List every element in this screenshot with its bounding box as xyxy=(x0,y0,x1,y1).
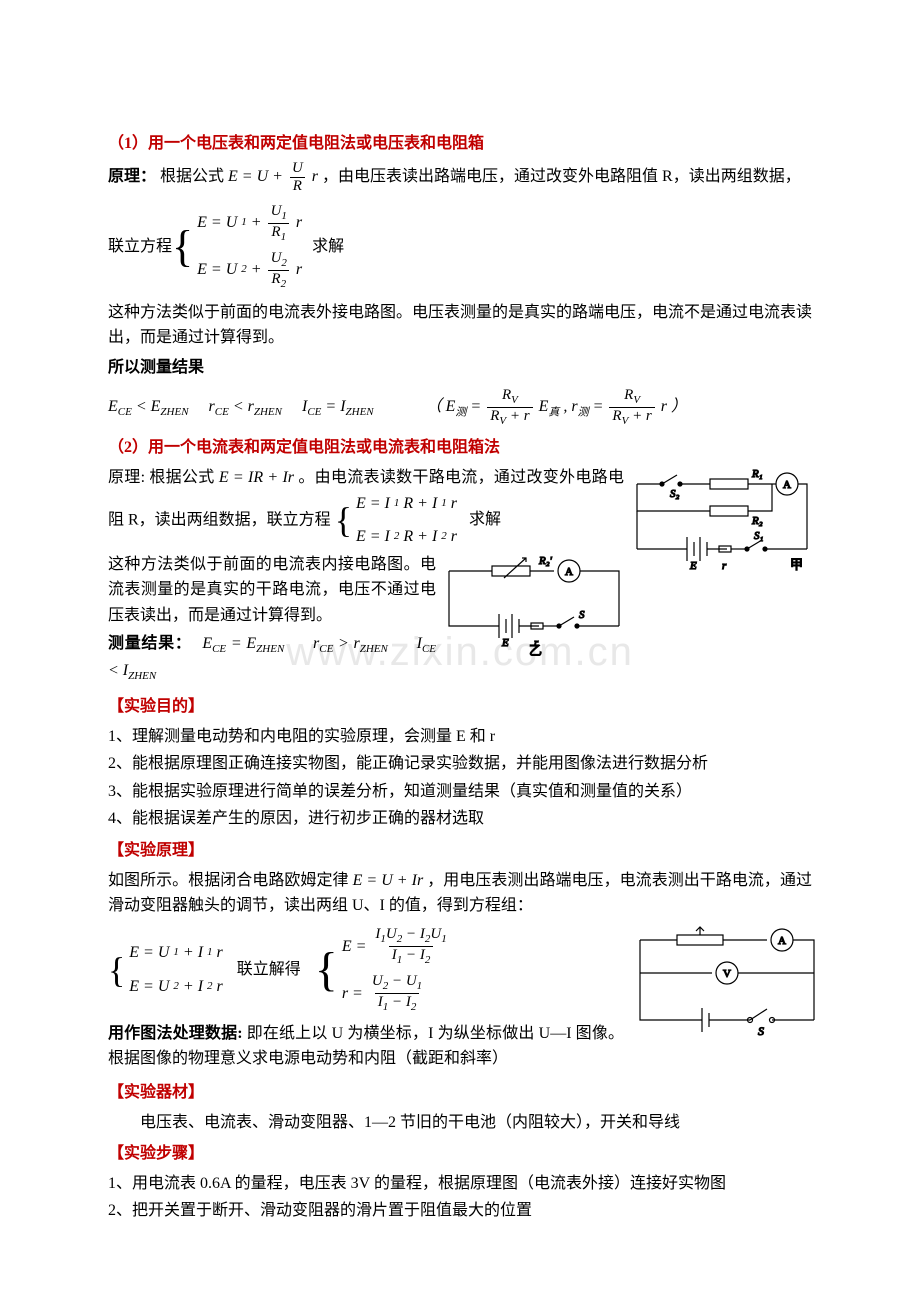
principle-formula: E = U + Ir xyxy=(353,872,428,889)
circuit-diagram-jia: S₂ R₁ R₂ A xyxy=(632,469,812,583)
sec2-principle-text: 根据公式 xyxy=(149,469,214,486)
graph-label: 用作图法处理数据: xyxy=(108,1025,243,1042)
sec2-formula: E = IR + Ir xyxy=(219,469,299,486)
eq2: E = U2 + U2R2 r xyxy=(197,251,302,290)
svg-text:E: E xyxy=(689,560,697,572)
step-1: 1、用电流表 0.6A 的量程，电压表 3V 的量程，根据原理图（电流表外接）连… xyxy=(108,1171,812,1197)
principle-eq-block: { E = U1 + I1r E = U2 + I2r 联立解得 { E = I… xyxy=(108,927,624,1013)
principle-label: 原理： xyxy=(108,168,156,185)
ineq2: rCE < rZHEN xyxy=(209,394,282,422)
goal-2: 2、能根据原理图正确连接实物图，能正确记录实验数据，并能用图像法进行数据分析 xyxy=(108,751,812,777)
section1-result-line: ECE < EZHEN rCE < rZHEN ICE = IZHEN （ E测… xyxy=(108,388,812,427)
svg-text:E: E xyxy=(501,637,509,649)
section2-title: （2）用一个电流表和两定值电阻法或电流表和电阻箱法 xyxy=(108,435,812,461)
sec2-ineq2: rCE > rZHEN xyxy=(313,635,388,652)
p-eq3: E = I1U2 − I2U1I1 − I2 xyxy=(342,927,452,966)
eq-tail: 求解 xyxy=(312,234,344,260)
steps-title: 【实验步骤】 xyxy=(108,1141,812,1167)
principle-text: 根据公式 xyxy=(160,168,224,185)
eq1: E = U1 + U1R1 r xyxy=(197,204,302,243)
result-formula: （ E测 = RVRV + r E真 , r测 = RVRV + r r ） xyxy=(426,388,687,427)
sec2-ineq1: ECE = EZHEN xyxy=(202,635,284,652)
circuit-diagram-yi: A R₂' E r S 乙 xyxy=(444,556,624,665)
svg-text:V: V xyxy=(723,968,731,980)
equipment-title: 【实验器材】 xyxy=(108,1080,812,1106)
principle-tail: ，由电压表读出路端电压，通过改变外电路阻值 R，读出两组数据， xyxy=(322,168,801,185)
svg-text:A: A xyxy=(565,566,573,578)
sec2-eq2: E = I2R + I2r xyxy=(356,524,457,550)
sec2-eq-tail: 求解 xyxy=(469,511,501,528)
circuit-diagram-3: A V S xyxy=(632,925,812,1049)
svg-text:S: S xyxy=(579,609,585,621)
ineq3: ICE = IZHEN xyxy=(302,394,374,422)
svg-text:r: r xyxy=(722,560,727,572)
svg-text:A: A xyxy=(783,479,791,491)
principle-text1: 如图所示。根据闭合电路欧姆定律 xyxy=(108,872,349,889)
svg-text:R₁: R₁ xyxy=(751,469,763,480)
svg-text:A: A xyxy=(778,935,786,947)
joint-label: 联立解得 xyxy=(237,957,301,983)
equipment-text: 电压表、电流表、滑动变阻器、1—2 节旧的干电池（内阻较大），开关和导线 xyxy=(108,1110,812,1136)
p-eq1: E = U1 + I1r xyxy=(129,940,222,966)
step-2: 2、把开关置于断开、滑动变阻器的滑片置于阻值最大的位置 xyxy=(108,1198,812,1224)
svg-text:S: S xyxy=(758,1024,764,1038)
principle-para: 如图所示。根据闭合电路欧姆定律 E = U + Ir ，用电压表测出路端电压，电… xyxy=(108,868,812,919)
section1-title: （1）用一个电压表和两定值电阻法或电压表和电阻箱 xyxy=(108,131,812,157)
goals-title: 【实验目的】 xyxy=(108,694,812,720)
eq-label: 联立方程 xyxy=(108,234,172,260)
goal-1: 1、理解测量电动势和内电阻的实验原理，会测量 E 和 r xyxy=(108,724,812,750)
principle-title: 【实验原理】 xyxy=(108,838,812,864)
ineq1: ECE < EZHEN xyxy=(108,394,189,422)
section1-result-label: 所以测量结果 xyxy=(108,355,812,381)
svg-text:甲: 甲 xyxy=(790,557,803,572)
svg-text:S₂: S₂ xyxy=(670,488,680,500)
sec2-principle-label: 原理: xyxy=(108,469,149,486)
sec2-result-label: 测量结果： xyxy=(108,635,192,652)
svg-text:乙: 乙 xyxy=(529,643,542,656)
formula-e-u-r: E = U + UR r xyxy=(228,168,318,185)
p-eq4: r = U2 − U1I1 − I2 xyxy=(342,974,452,1013)
equation-system-1: 联立方程 { E = U1 + U1R1 r E = U2 + U2R2 r 求… xyxy=(108,204,812,290)
section1-para1: 这种方法类似于前面的电流表外接电路图。电压表测量的是真实的路端电压，电流不是通过… xyxy=(108,300,812,351)
svg-text:R₂: R₂ xyxy=(751,515,763,527)
p-eq2: E = U2 + I2r xyxy=(129,974,222,1000)
sec2-eq1: E = I1R + I1r xyxy=(356,491,457,517)
svg-text:S₁: S₁ xyxy=(754,530,764,542)
svg-text:R₂': R₂' xyxy=(538,556,553,567)
goal-4: 4、能根据误差产生的原因，进行初步正确的器材选取 xyxy=(108,806,812,832)
goal-3: 3、能根据实验原理进行简单的误差分析，知道测量结果（真实值和测量值的关系） xyxy=(108,779,812,805)
section1-principle: 原理： 根据公式 E = U + UR r ，由电压表读出路端电压，通过改变外电… xyxy=(108,161,812,194)
